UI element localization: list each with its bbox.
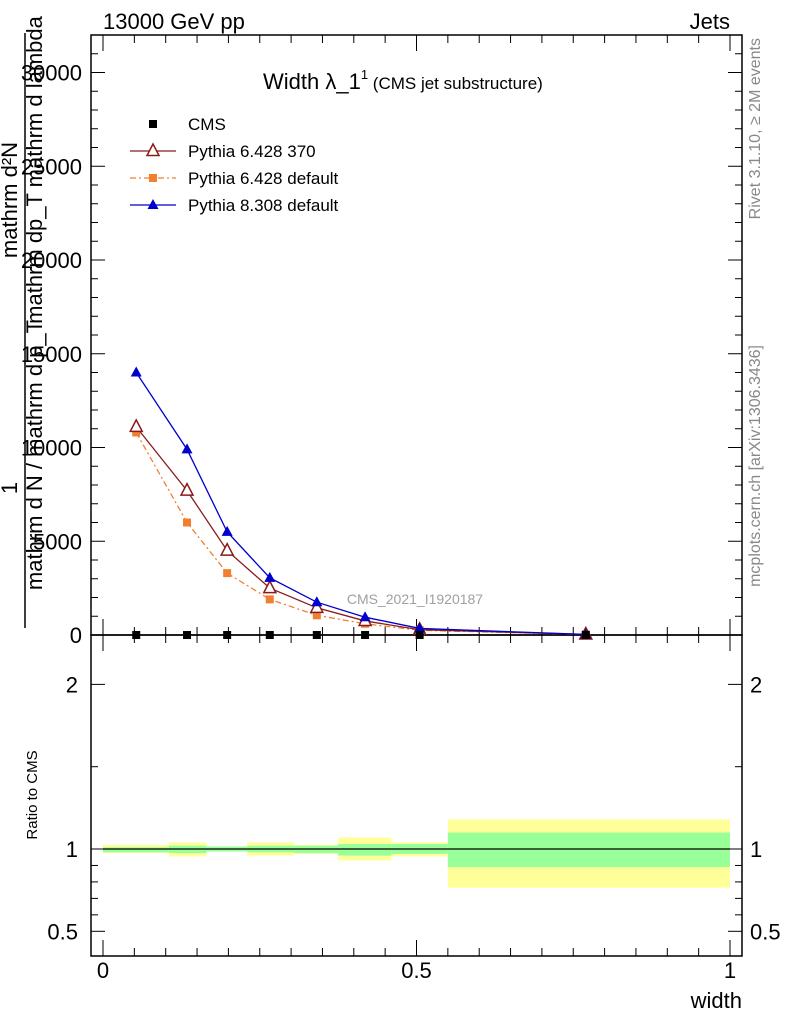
data-point [183,631,192,639]
data-point [132,428,141,437]
y-label-num-prefix: 1 [0,482,22,494]
legend-entry: Pythia 6.428 370 [130,142,316,161]
legend-marker [149,174,157,182]
legend-label: Pythia 6.428 default [188,169,339,188]
data-point [581,631,590,639]
data-point [130,366,142,377]
data-point [128,418,144,433]
legend-label: Pythia 8.308 default [188,196,339,215]
data-point [265,595,274,604]
y-tick-label: 20000 [21,248,82,273]
y-label-numerator-2: mathrm dp_T mathrm d lambda [22,15,47,323]
y-tick-label: 5000 [33,529,82,554]
ratio-bands [103,819,730,888]
y-label-numerator-1: mathrm d²N [0,142,22,258]
title-sub: (CMS jet substructure) [368,74,543,93]
legend-entry: Pythia 6.428 default [130,169,339,188]
series-pythia-8-308-default [130,366,592,639]
x-tick-label: 1 [724,958,736,983]
data-point [359,611,371,622]
y-axis-label: 1 mathrm d²N mathrm dp_T mathrm d lambda… [0,15,47,628]
data-point [223,569,232,578]
legend-marker [145,142,161,157]
data-point [415,631,424,639]
legend-marker [147,199,159,209]
data-point [265,631,274,639]
ratio-tick-label: 1 [66,837,78,862]
rivet-label: Rivet 3.1.10, ≥ 2M events [747,38,764,219]
data-point [223,631,232,639]
ratio-axis-ticks: 0.5 0.5 1 1 2 2 [47,672,780,944]
data-point [183,518,192,527]
y-tick-label: 30000 [21,61,82,86]
watermark: CMS_2021_I1920187 [347,591,483,607]
data-point [132,631,141,639]
data-point [264,571,276,582]
legend-entry: Pythia 8.308 default [130,196,339,215]
ratio-plot-frame [90,634,743,957]
ratio-tick-label: 0.5 [47,919,78,944]
data-point [262,579,278,594]
ratio-tick-label-right: 1 [750,837,762,862]
data-point [311,596,323,607]
y-tick-label: 0 [70,623,82,648]
ratio-tick-label: 2 [66,672,78,697]
ratio-tick-label-right: 2 [750,672,762,697]
data-point [414,622,426,633]
y-tick-label: 25000 [21,154,82,179]
main-axis-ticks: 0 5000 10000 15000 20000 25000 30000 [21,53,742,648]
data-point [219,542,235,556]
series-line [135,426,586,636]
ratio-y-label: Ratio to CMS [24,750,41,839]
y-tick-label: 10000 [21,436,82,461]
ratio-tick-label-right: 0.5 [750,919,781,944]
header-left: 13000 GeV pp [103,9,245,34]
data-point [179,482,195,496]
x-tick-label: 0.5 [401,958,432,983]
data-point [309,599,325,614]
header-right: Jets [690,9,730,34]
y-label-denominator: mathrm d N / mathrm d p_T [22,320,47,590]
stat-uncertainty-band [103,847,169,853]
y-tick-label: 15000 [21,342,82,367]
stat-uncertainty-band [447,832,730,868]
legend-label: CMS [188,115,226,134]
legend-label: Pythia 6.428 370 [188,142,316,161]
series-cms [132,631,590,639]
series-layer [128,366,594,640]
data-point [181,443,193,454]
data-point [221,525,233,536]
legend-entry: CMS [149,115,226,134]
x-tick-label: 0 [97,958,109,983]
data-point [361,631,370,639]
x-axis-label: width [690,988,742,1013]
series-line [135,372,586,636]
stat-uncertainty-band [338,844,392,856]
chart-title: Width λ_11 (CMS jet substructure) [263,67,543,94]
series-line [135,432,586,636]
title-sup: 1 [361,67,368,82]
data-point [312,611,321,620]
legend: CMS Pythia 6.428 370 Pythia 6.428 default P… [130,115,339,215]
legend-marker [149,120,157,128]
title-main: Width λ_1 [263,69,361,94]
mcplots-label: mcplots.cern.ch [arXiv:1306.3436] [747,345,764,587]
data-point [312,631,321,639]
